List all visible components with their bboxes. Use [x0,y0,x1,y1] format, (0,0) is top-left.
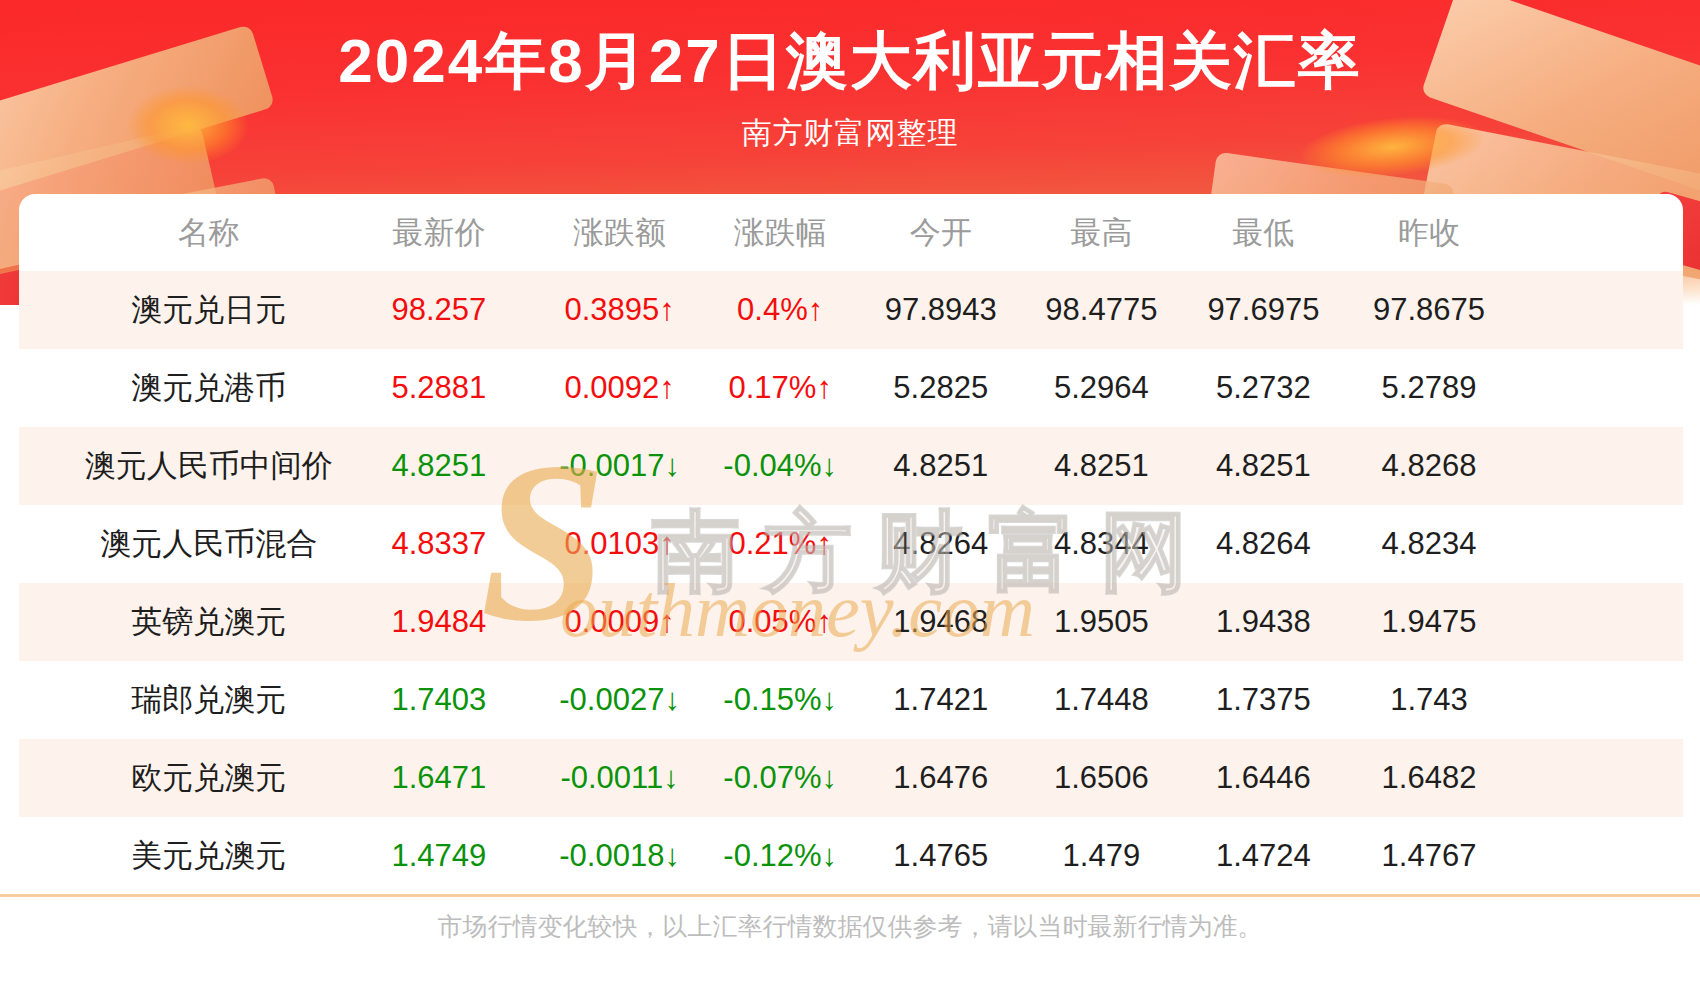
table-body: 澳元兑日元98.2570.3895↑0.4%↑97.894398.477597.… [19,271,1683,895]
high-price: 1.9505 [1021,604,1182,640]
prev-close: 97.8675 [1345,292,1513,328]
latest-price: 1.9484 [339,604,540,640]
prev-close: 1.743 [1345,682,1513,718]
prev-close: 1.6482 [1345,760,1513,796]
low-price: 4.8251 [1182,448,1345,484]
prev-close: 4.8234 [1345,526,1513,562]
change-percent: -0.15%↓ [700,682,861,718]
latest-price: 4.8337 [339,526,540,562]
open-price: 1.6476 [860,760,1021,796]
low-price: 1.4724 [1182,838,1345,874]
prev-close: 5.2789 [1345,370,1513,406]
latest-price: 5.2881 [339,370,540,406]
table-row: 美元兑澳元1.4749-0.0018↓-0.12%↓1.47651.4791.4… [19,817,1683,895]
low-price: 97.6975 [1182,292,1345,328]
pair-name: 英镑兑澳元 [79,601,339,643]
open-price: 1.9468 [860,604,1021,640]
pair-name: 澳元兑日元 [79,289,339,331]
change-amount: 0.0092↑ [539,370,700,406]
open-price: 4.8251 [860,448,1021,484]
latest-price: 4.8251 [339,448,540,484]
change-percent: -0.12%↓ [700,838,861,874]
high-price: 1.7448 [1021,682,1182,718]
low-price: 1.6446 [1182,760,1345,796]
change-amount: -0.0017↓ [539,448,700,484]
column-header-4: 今开 [860,212,1021,254]
latest-price: 1.4749 [339,838,540,874]
change-amount: 0.0103↑ [539,526,700,562]
page-title: 2024年8月27日澳大利亚元相关汇率 [0,22,1700,100]
low-price: 4.8264 [1182,526,1345,562]
high-price: 98.4775 [1021,292,1182,328]
high-price: 4.8344 [1021,526,1182,562]
column-header-7: 昨收 [1345,212,1513,254]
pair-name: 澳元兑港币 [79,367,339,409]
latest-price: 1.6471 [339,760,540,796]
column-header-0: 名称 [79,212,339,254]
change-percent: 0.4%↑ [700,292,861,328]
pair-name: 澳元人民币混合 [79,523,339,565]
change-percent: 0.05%↑ [700,604,861,640]
table-row: 英镑兑澳元1.94840.0009↑0.05%↑1.94681.95051.94… [19,583,1683,661]
open-price: 97.8943 [860,292,1021,328]
open-price: 1.4765 [860,838,1021,874]
low-price: 1.7375 [1182,682,1345,718]
prev-close: 4.8268 [1345,448,1513,484]
column-header-6: 最低 [1182,212,1345,254]
pair-name: 美元兑澳元 [79,835,339,877]
low-price: 5.2732 [1182,370,1345,406]
change-percent: 0.17%↑ [700,370,861,406]
table-row: 澳元人民币混合4.83370.0103↑0.21%↑4.82644.83444.… [19,505,1683,583]
column-header-2: 涨跌额 [539,212,700,254]
open-price: 1.7421 [860,682,1021,718]
column-header-3: 涨跌幅 [700,212,861,254]
table-row: 瑞郎兑澳元1.7403-0.0027↓-0.15%↓1.74211.74481.… [19,661,1683,739]
latest-price: 98.257 [339,292,540,328]
high-price: 4.8251 [1021,448,1182,484]
latest-price: 1.7403 [339,682,540,718]
prev-close: 1.4767 [1345,838,1513,874]
low-price: 1.9438 [1182,604,1345,640]
column-header-1: 最新价 [339,212,540,254]
table-row: 澳元人民币中间价4.8251-0.0017↓-0.04%↓4.82514.825… [19,427,1683,505]
table-row: 欧元兑澳元1.6471-0.0011↓-0.07%↓1.64761.65061.… [19,739,1683,817]
high-price: 5.2964 [1021,370,1182,406]
change-amount: 0.3895↑ [539,292,700,328]
page-subtitle: 南方财富网整理 [0,113,1700,154]
change-amount: 0.0009↑ [539,604,700,640]
pair-name: 欧元兑澳元 [79,757,339,799]
column-header-5: 最高 [1021,212,1182,254]
change-percent: 0.21%↑ [700,526,861,562]
pair-name: 澳元人民币中间价 [79,445,339,487]
rates-table-card: 名称最新价涨跌额涨跌幅今开最高最低昨收 澳元兑日元98.2570.3895↑0.… [19,194,1683,895]
footer-divider [0,894,1700,897]
change-amount: -0.0018↓ [539,838,700,874]
high-price: 1.479 [1021,838,1182,874]
change-amount: -0.0027↓ [539,682,700,718]
table-row: 澳元兑港币5.28810.0092↑0.17%↑5.28255.29645.27… [19,349,1683,427]
open-price: 4.8264 [860,526,1021,562]
footer-note: 市场行情变化较快，以上汇率行情数据仅供参考，请以当时最新行情为准。 [0,910,1700,943]
change-amount: -0.0011↓ [539,760,700,796]
table-row: 澳元兑日元98.2570.3895↑0.4%↑97.894398.477597.… [19,271,1683,349]
change-percent: -0.07%↓ [700,760,861,796]
change-percent: -0.04%↓ [700,448,861,484]
prev-close: 1.9475 [1345,604,1513,640]
table-header-row: 名称最新价涨跌额涨跌幅今开最高最低昨收 [19,194,1683,271]
high-price: 1.6506 [1021,760,1182,796]
pair-name: 瑞郎兑澳元 [79,679,339,721]
open-price: 5.2825 [860,370,1021,406]
